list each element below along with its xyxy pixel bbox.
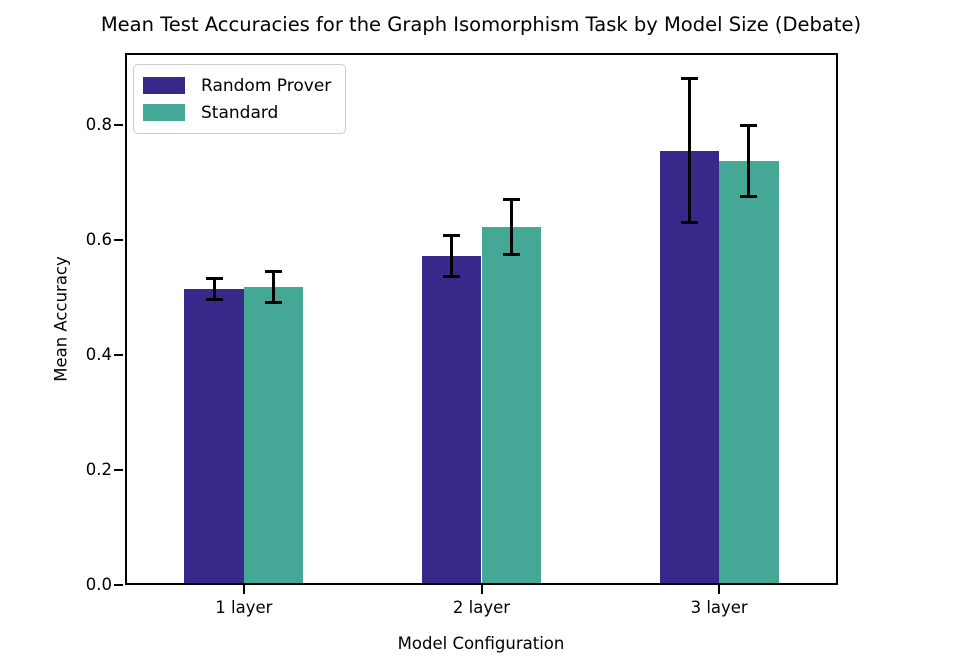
legend: Random Prover Standard [133, 64, 347, 134]
error-bar-standard-3-layer [747, 125, 751, 197]
chart-title: Mean Test Accuracies for the Graph Isomo… [100, 13, 862, 36]
error-bar-standard-2-layer-cap-bottom [502, 252, 520, 256]
x-tick-label-1-layer: 1 layer [215, 598, 273, 617]
bar-random-prover-2-layer [422, 256, 482, 585]
error-bar-random-prover-1-layer-cap-bottom [205, 297, 223, 301]
error-bar-random-prover-3-layer [687, 78, 691, 223]
y-tick-label: 0.8 [85, 114, 112, 134]
x-tick-mark [718, 585, 721, 594]
error-bar-random-prover-3-layer-cap-bottom [680, 221, 698, 225]
legend-item-standard: Standard [143, 99, 331, 126]
error-bar-random-prover-1-layer [212, 278, 216, 300]
legend-item-random-prover: Random Prover [143, 72, 331, 99]
bar-standard-2-layer [481, 226, 541, 585]
error-bar-random-prover-2-layer-cap-top [443, 233, 461, 237]
y-tick-label: 0.0 [85, 575, 112, 594]
legend-label: Random Prover [201, 75, 332, 96]
y-tick-label: 0.2 [85, 459, 112, 479]
x-axis-label: Model Configuration [397, 634, 565, 653]
error-bar-standard-1-layer [272, 271, 276, 303]
error-bar-random-prover-1-layer-cap-top [205, 276, 223, 280]
y-tick-mark [114, 584, 123, 586]
legend-swatch-random-prover [143, 77, 185, 94]
error-bar-standard-3-layer-cap-top [740, 123, 758, 127]
bar-standard-3-layer [719, 161, 779, 585]
legend-swatch-standard [143, 104, 185, 121]
error-bar-random-prover-2-layer-cap-bottom [443, 275, 461, 279]
y-tick-label: 0.6 [85, 229, 112, 249]
error-bar-random-prover-2-layer [450, 235, 454, 277]
error-bar-standard-2-layer [509, 199, 513, 255]
x-tick-mark [480, 585, 483, 594]
x-tick-mark [242, 585, 245, 594]
x-tick-label-3-layer: 3 layer [690, 598, 748, 617]
error-bar-standard-2-layer-cap-top [502, 197, 520, 201]
bar-standard-1-layer [243, 287, 304, 585]
bar-random-prover-1-layer [184, 288, 244, 585]
y-tick-mark [114, 123, 123, 126]
plot-area [114, 53, 838, 594]
y-tick-mark [114, 353, 123, 356]
error-bar-standard-1-layer-cap-bottom [265, 301, 283, 305]
y-tick-label: 0.4 [85, 344, 112, 364]
x-tick-label-2-layer: 2 layer [452, 598, 511, 617]
y-tick-mark [114, 468, 123, 471]
error-bar-random-prover-3-layer-cap-top [680, 77, 698, 81]
error-bar-standard-1-layer-cap-top [265, 270, 283, 274]
legend-label: Standard [201, 102, 279, 123]
error-bar-standard-3-layer-cap-bottom [740, 195, 758, 199]
y-tick-mark [114, 238, 123, 241]
